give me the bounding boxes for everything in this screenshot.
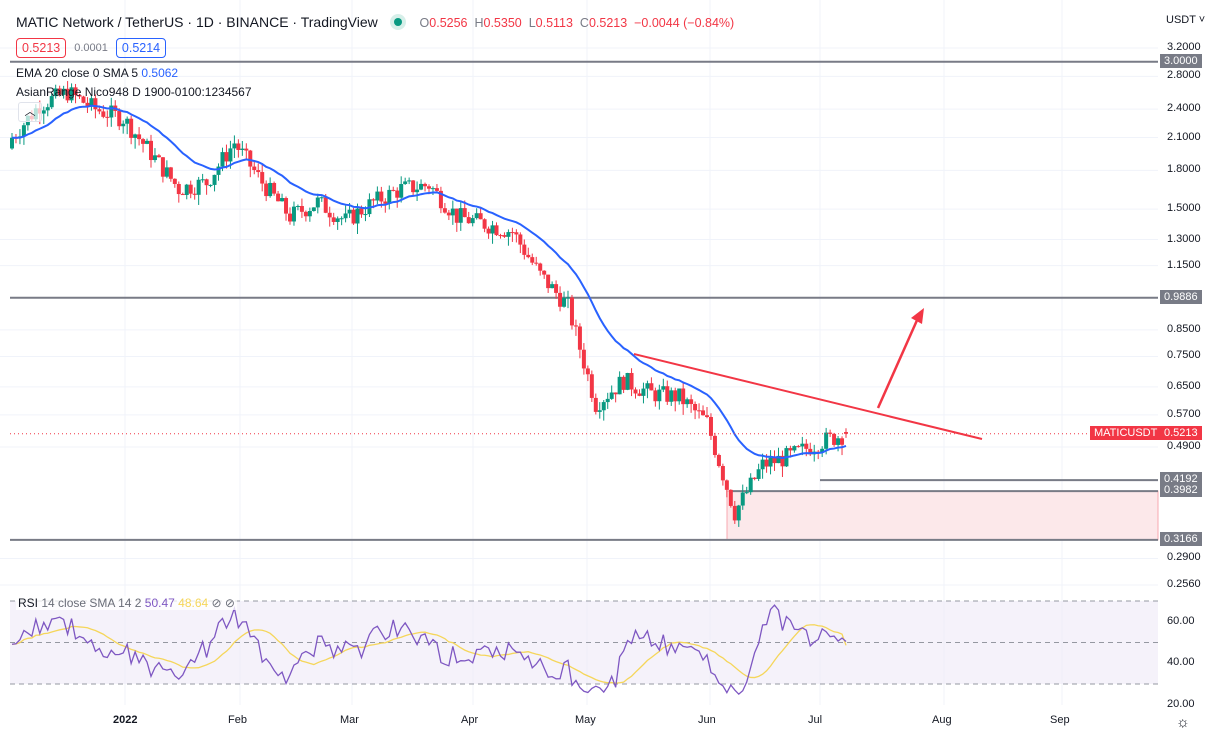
- price-tick: 0.8500: [1167, 322, 1201, 335]
- price-tick: 0.6500: [1167, 379, 1201, 392]
- time-tick: May: [575, 714, 596, 726]
- level-price-tag: 0.3166: [1160, 531, 1202, 546]
- ema-indicator-legend[interactable]: EMA 20 close 0 SMA 5 0.5062: [16, 66, 179, 80]
- current-price-tag: 0.5213: [1160, 425, 1202, 440]
- settings-gear-icon[interactable]: ☼: [1176, 714, 1190, 731]
- price-tick: 2.8000: [1167, 69, 1201, 82]
- time-tick: Apr: [461, 714, 479, 726]
- chevron-up-icon: ︿: [24, 106, 36, 118]
- time-tick: Jul: [808, 714, 823, 726]
- hidden-values-icon: ⊘ ⊘: [211, 596, 235, 610]
- rsi-value: 50.47: [144, 596, 175, 610]
- time-tick: Sep: [1050, 714, 1070, 726]
- price-tick: 1.1500: [1167, 258, 1201, 271]
- market-status-icon: [393, 18, 402, 26]
- sell-button[interactable]: 0.5213: [16, 38, 67, 58]
- time-tick: Feb: [228, 714, 247, 726]
- price-tick: 1.3000: [1167, 232, 1201, 245]
- price-tick: 0.2560: [1167, 578, 1201, 590]
- ohlc-values: O0.5256 H0.5350 L0.5113 C0.5213 −0.0044 …: [419, 16, 735, 30]
- price-tick: 1.8000: [1167, 163, 1201, 176]
- asianrange-indicator-legend[interactable]: AsianRange Nico948 D 1900-0100:1234567: [16, 85, 252, 99]
- price-tick: 2.4000: [1167, 102, 1201, 115]
- price-tick: 0.7500: [1167, 349, 1201, 362]
- price-tick: 1.5000: [1167, 202, 1201, 215]
- symbol-title: MATIC Network / TetherUS · 1D · BINANCE …: [16, 14, 378, 30]
- rsi-tick: 60.00: [1167, 614, 1195, 627]
- price-tick: 3.2000: [1167, 41, 1201, 53]
- rsi-sma-value: 48.64: [178, 596, 209, 610]
- rsi-tick: 40.00: [1167, 656, 1195, 669]
- rsi-indicator-legend[interactable]: RSI 14 close SMA 14 2 50.47 48.64 ⊘ ⊘: [16, 596, 237, 610]
- buy-button[interactable]: 0.5214: [115, 38, 167, 58]
- time-tick: Jun: [698, 714, 716, 726]
- level-price-tag: 0.9886: [1160, 289, 1202, 304]
- currency-selector[interactable]: USDT ˅: [1166, 14, 1206, 26]
- price-tick: 0.2900: [1167, 551, 1201, 564]
- price-tick: 0.5700: [1167, 407, 1201, 420]
- level-price-tag: 0.4192: [1160, 472, 1202, 487]
- spread-value: 0.0001: [74, 42, 108, 54]
- current-symbol-tag: MATICUSDT: [1090, 425, 1162, 440]
- time-tick: Aug: [932, 714, 952, 726]
- price-tick: 2.1000: [1167, 130, 1201, 143]
- price-tick: 0.4900: [1167, 439, 1201, 452]
- symbol-legend: MATIC Network / TetherUS · 1D · BINANCE …: [16, 14, 734, 30]
- level-price-tag: 0.3982: [1160, 483, 1202, 498]
- time-tick: 2022: [113, 714, 138, 726]
- change-value: −0.0044 (−0.84%): [634, 16, 735, 30]
- level-price-tag: 3.0000: [1160, 53, 1202, 68]
- time-tick: Mar: [340, 714, 359, 726]
- rsi-tick: 20.00: [1167, 697, 1195, 710]
- ema-value: 0.5062: [141, 66, 179, 80]
- collapse-legend-button[interactable]: ︿: [18, 102, 42, 122]
- order-price-box: 0.5213 0.0001 0.5214: [16, 38, 167, 58]
